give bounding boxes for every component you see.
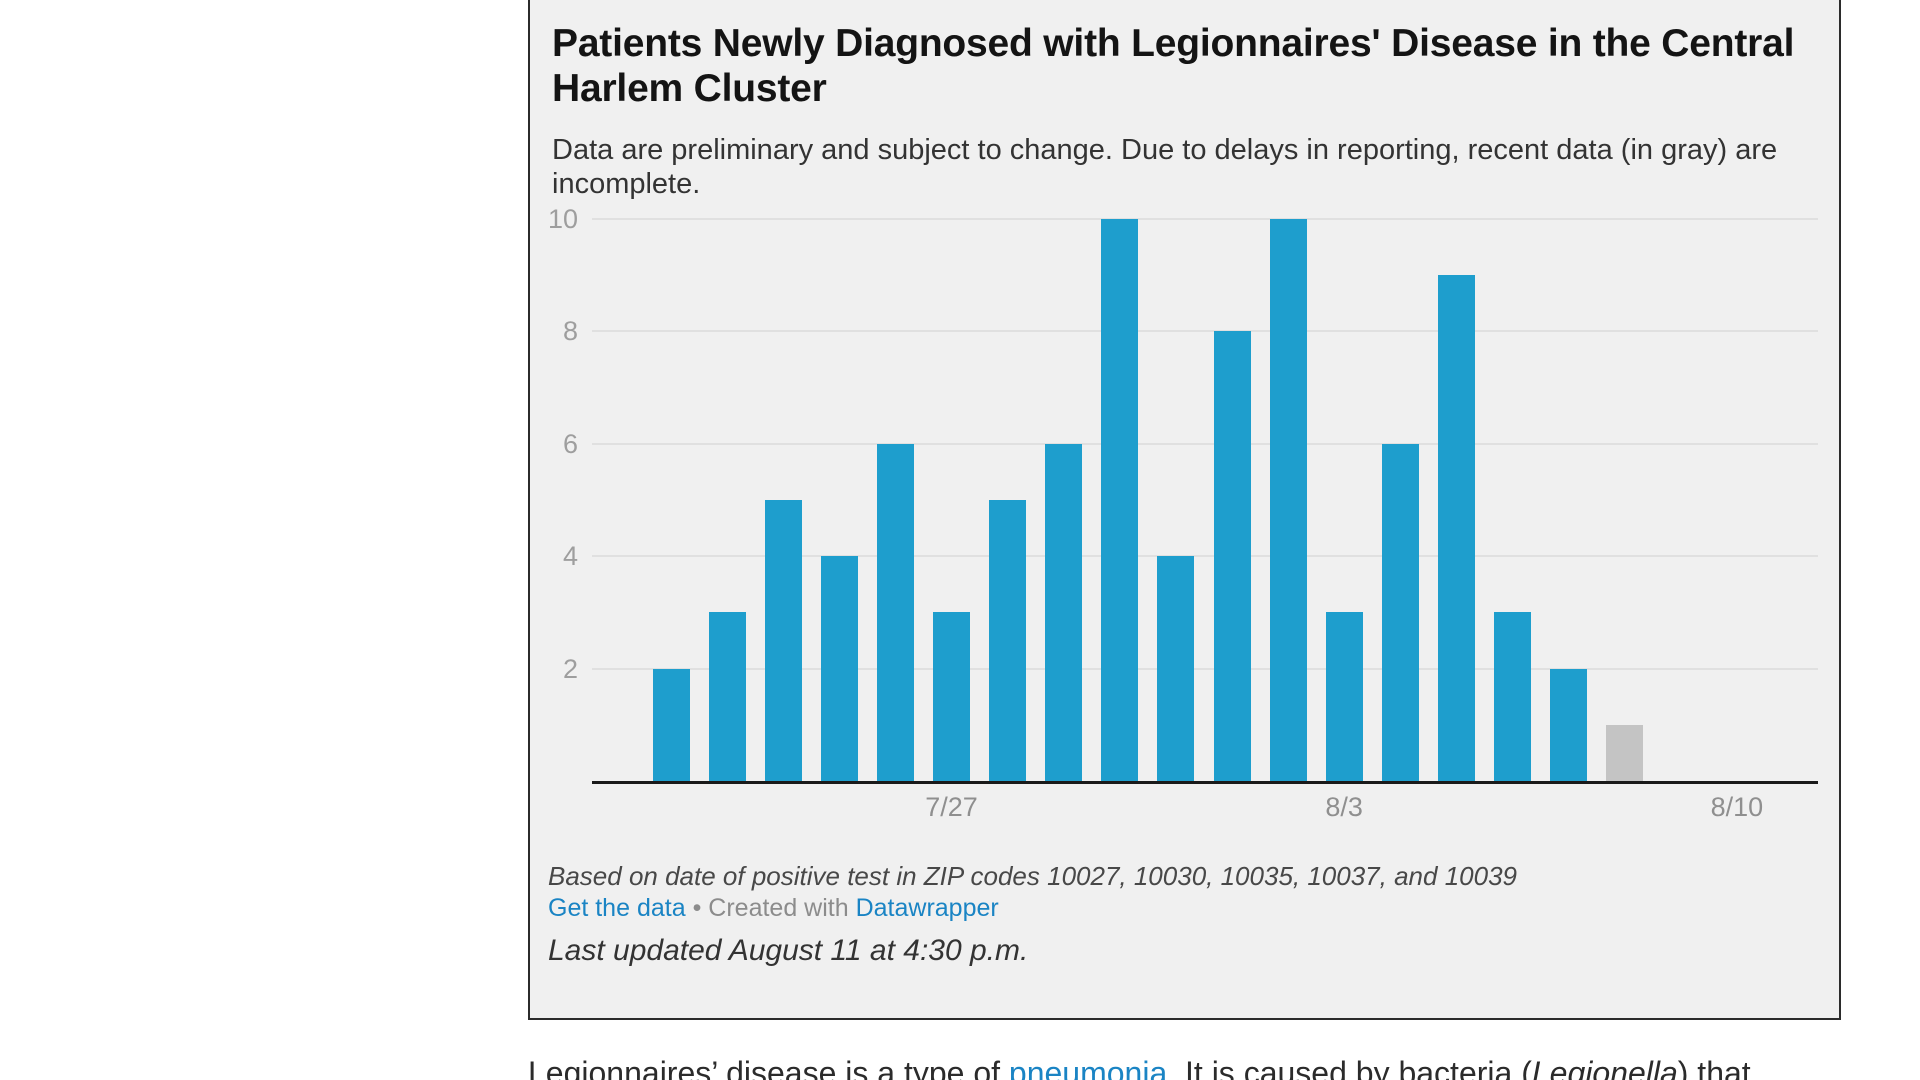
y-axis-tick-label-4: 4 xyxy=(562,541,578,572)
gridline-y-6 xyxy=(592,442,1818,445)
created-with-label: Created with xyxy=(708,894,849,922)
footer-bullet: • xyxy=(692,894,702,922)
gridline-y-8 xyxy=(592,330,1818,333)
pneumonia-link[interactable]: pneumonia xyxy=(1008,1055,1168,1080)
y-axis-tick-label-6: 6 xyxy=(562,428,578,459)
x-axis-tick-label-8-10: 8/10 xyxy=(1710,792,1764,822)
paragraph-text-segment-2: . It is caused by bacteria ( xyxy=(1167,1055,1532,1080)
chart-footer-note: Based on date of positive test in ZIP co… xyxy=(548,861,1517,891)
chart-title-line-1: Patients Newly Diagnosed with Legionnair… xyxy=(552,22,1795,65)
bar-7/29[interactable] xyxy=(1045,443,1083,781)
chart-footer-links: Get the data • Created with Datawrapper xyxy=(548,894,999,923)
datawrapper-link[interactable]: Datawrapper xyxy=(855,894,999,922)
chart-title-line-2: Harlem Cluster xyxy=(552,67,827,110)
bar-8/5[interactable] xyxy=(1437,275,1475,781)
bar-7/30[interactable] xyxy=(1101,219,1139,781)
x-axis-tick-label-8-3: 8/3 xyxy=(1325,792,1363,822)
bar-7/24[interactable] xyxy=(764,500,802,781)
x-axis-tick-label-7-27: 7/27 xyxy=(925,792,978,822)
y-axis-tick-label-10: 10 xyxy=(547,204,578,234)
bar-8/8-incomplete[interactable] xyxy=(1606,724,1644,781)
y-axis-tick-label-2: 2 xyxy=(562,653,578,684)
bar-8/4[interactable] xyxy=(1381,443,1419,781)
bar-8/3[interactable] xyxy=(1325,612,1363,781)
get-the-data-link[interactable]: Get the data xyxy=(548,894,686,922)
gridline-y-10 xyxy=(592,218,1818,220)
bar-7/31[interactable] xyxy=(1157,556,1195,781)
bar-7/22[interactable] xyxy=(652,668,690,781)
paragraph-text-segment-0: Legionnaires’ disease is a type of xyxy=(528,1055,1009,1080)
bar-7/23[interactable] xyxy=(708,612,746,781)
bar-8/7[interactable] xyxy=(1550,668,1588,781)
bar-8/2[interactable] xyxy=(1269,219,1307,781)
chart-subtitle: Data are preliminary and subject to chan… xyxy=(552,134,1778,200)
bar-7/26[interactable] xyxy=(876,443,914,781)
paragraph-text-segment-4: ) that grow in xyxy=(1677,1055,1751,1080)
datawrapper-embed-card: Patients Newly Diagnosed with Legionnair… xyxy=(528,0,1841,1020)
bar-7/25[interactable] xyxy=(820,556,858,781)
last-updated-note: Last updated August 11 at 4:30 p.m. xyxy=(548,934,1029,967)
gridline-y-4 xyxy=(592,555,1818,558)
chart-title: Patients Newly Diagnosed with Legionnair… xyxy=(552,21,1827,111)
paragraph-text-segment-3: Legionella xyxy=(1531,1055,1678,1080)
gridline-y-2 xyxy=(592,667,1818,670)
y-axis-tick-label-8: 8 xyxy=(562,316,578,347)
bar-7/27[interactable] xyxy=(933,612,970,781)
bar-8/6[interactable] xyxy=(1494,612,1531,781)
article-paragraph: Legionnaires’ disease is a type of pneum… xyxy=(528,1050,1823,1080)
x-axis-line xyxy=(592,781,1818,784)
bar-8/1[interactable] xyxy=(1213,331,1251,781)
bar-7/28[interactable] xyxy=(989,500,1027,781)
